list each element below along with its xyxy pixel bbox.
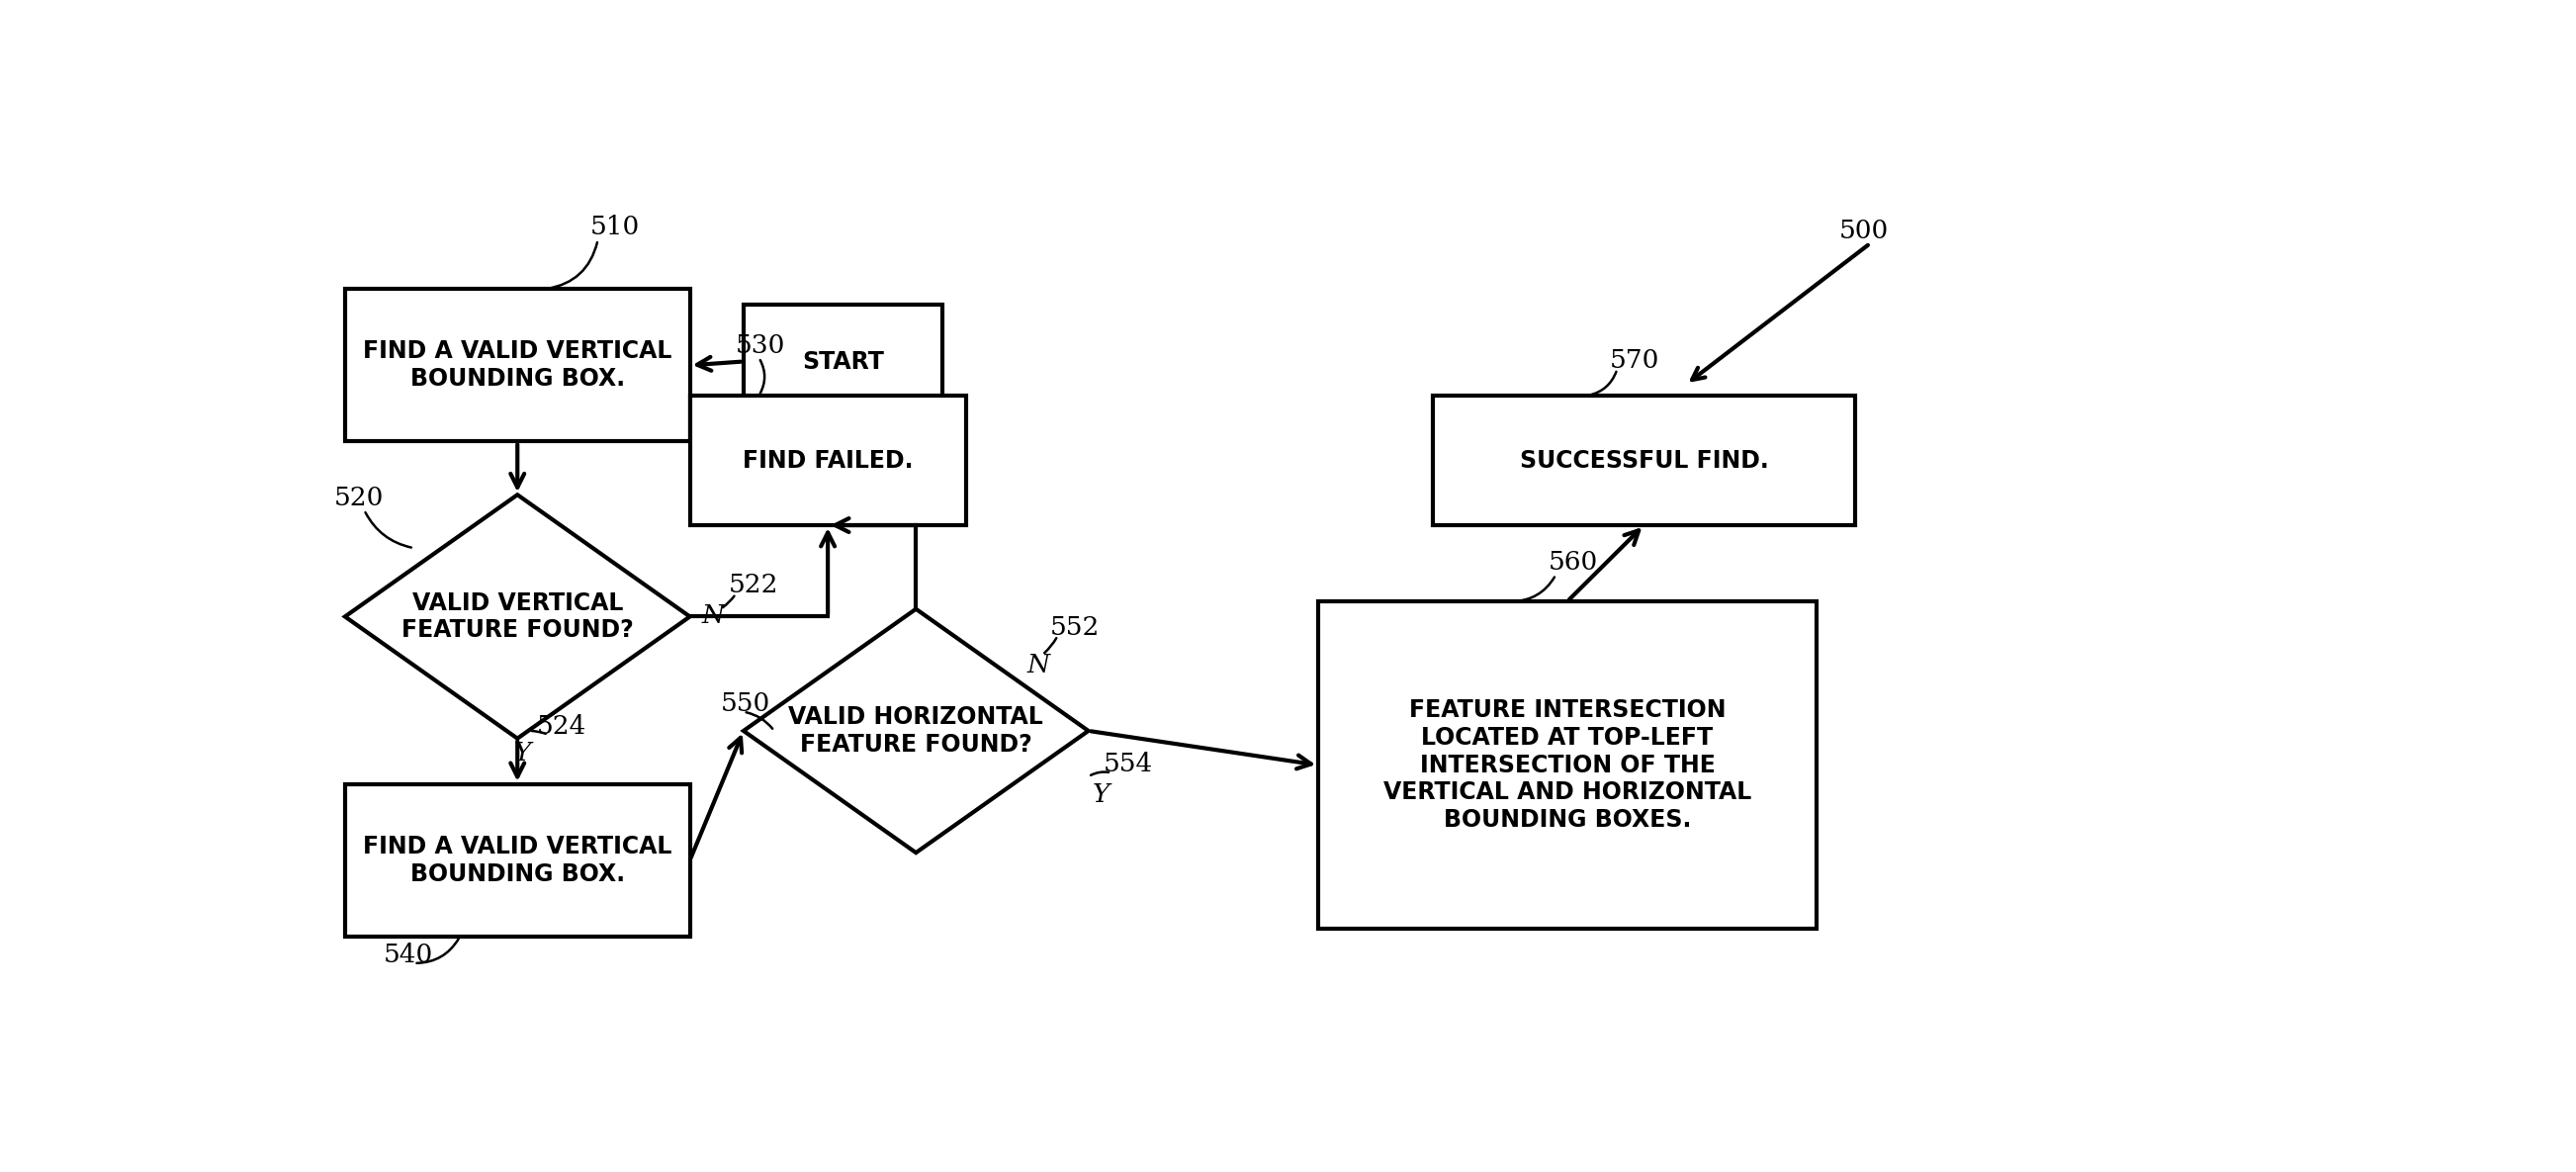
Text: 520: 520 [332,485,384,510]
Text: 560: 560 [1548,550,1597,574]
Bar [345,289,690,442]
Text: Y: Y [1092,782,1110,808]
Bar [1432,396,1855,525]
Bar [1319,601,1816,929]
Text: 540: 540 [384,942,433,967]
Text: FIND A VALID VERTICAL
BOUNDING BOX.: FIND A VALID VERTICAL BOUNDING BOX. [363,834,672,886]
Text: N: N [1028,653,1051,677]
Text: FIND A VALID VERTICAL
BOUNDING BOX.: FIND A VALID VERTICAL BOUNDING BOX. [363,340,672,391]
Polygon shape [744,609,1090,853]
Text: FIND FAILED.: FIND FAILED. [742,449,912,472]
Text: 552: 552 [1051,615,1100,640]
Text: 550: 550 [721,690,770,716]
Text: SUCCESSFUL FIND.: SUCCESSFUL FIND. [1520,449,1770,472]
Bar [690,396,966,525]
Bar [744,305,943,418]
Polygon shape [345,495,690,738]
Text: Y: Y [513,741,531,765]
Text: 524: 524 [536,714,587,738]
Bar [345,784,690,936]
Text: VALID HORIZONTAL
FEATURE FOUND?: VALID HORIZONTAL FEATURE FOUND? [788,706,1043,756]
Text: 554: 554 [1103,751,1154,777]
Text: FEATURE INTERSECTION
LOCATED AT TOP-LEFT
INTERSECTION OF THE
VERTICAL AND HORIZO: FEATURE INTERSECTION LOCATED AT TOP-LEFT… [1383,699,1752,832]
Text: 510: 510 [590,214,639,239]
Text: VALID VERTICAL
FEATURE FOUND?: VALID VERTICAL FEATURE FOUND? [402,591,634,642]
Text: N: N [701,604,724,628]
Text: 522: 522 [729,573,778,598]
Text: START: START [801,349,884,374]
Text: 570: 570 [1610,348,1659,373]
Text: 530: 530 [737,333,786,357]
Text: 500: 500 [1839,219,1888,244]
